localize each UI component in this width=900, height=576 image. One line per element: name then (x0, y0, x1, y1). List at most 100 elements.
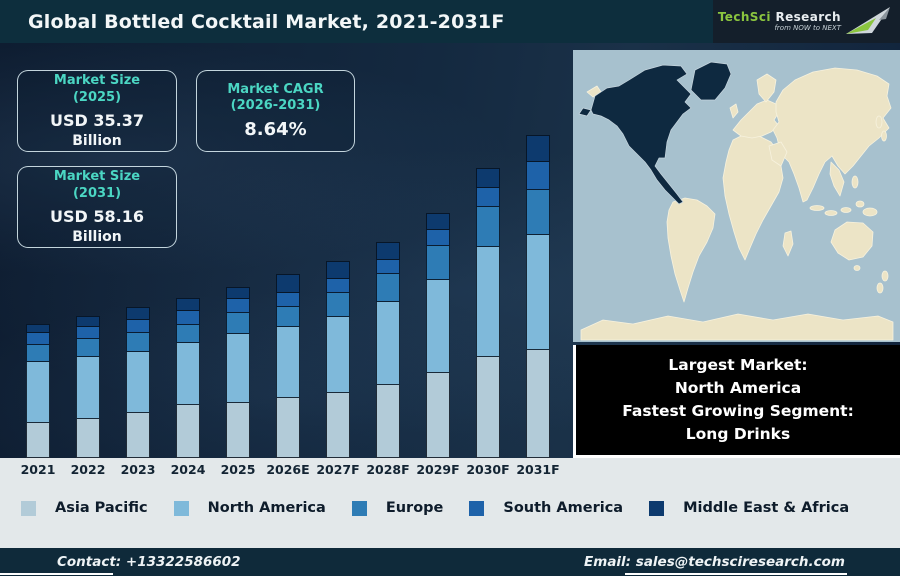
world-map (573, 50, 900, 342)
market-size-2025-unit: Billion (72, 132, 122, 149)
bar-segment-middle-east-africa (476, 168, 500, 188)
bar-segment-south-america (376, 260, 400, 274)
x-axis-label-2023: 2023 (120, 462, 156, 477)
legend-item-europe: Europe (351, 500, 443, 516)
bar-segment-europe (476, 207, 500, 247)
market-callout-box: Largest Market: North America Fastest Gr… (573, 345, 900, 458)
bar-segment-asia-pacific (476, 357, 500, 458)
bar-segment-north-america (126, 352, 150, 413)
bar-segment-europe (126, 333, 150, 352)
bar-segment-north-america (76, 357, 100, 419)
bar-segment-south-america (526, 162, 550, 190)
callout-fastest-segment-value: Long Drinks (685, 425, 791, 444)
chart-legend: Asia Pacific North America Europe South Ame… (21, 500, 849, 516)
bar-segment-middle-east-africa (176, 298, 200, 311)
bar-segment-south-america (476, 188, 500, 207)
footer-contact: Contact: +13322586602 (57, 554, 241, 570)
bar-segment-north-america (26, 362, 50, 423)
bar-segment-europe (326, 293, 350, 317)
footer-bar: Contact: +13322586602 Email: sales@techs… (0, 548, 900, 576)
bar-segment-asia-pacific (126, 413, 150, 458)
brand-name-primary: TechSci (717, 9, 771, 24)
bar-segment-south-america (176, 311, 200, 325)
bar-segment-asia-pacific (26, 423, 50, 458)
bar-segment-europe (76, 339, 100, 357)
x-axis-label-2021: 2021 (20, 462, 56, 477)
bar-2029f (426, 213, 450, 458)
header-bar: Global Bottled Cocktail Market, 2021-203… (0, 0, 900, 43)
legend-label-asia-pacific: Asia Pacific (55, 500, 148, 516)
bar-segment-north-america (176, 343, 200, 405)
legend-swatch-north-america (173, 500, 189, 516)
bar-2027f (326, 261, 350, 458)
x-axis-label-2028f: 2028F (366, 462, 410, 477)
bar-segment-south-america (26, 333, 50, 345)
x-axis-label-2022: 2022 (70, 462, 106, 477)
bar-segment-europe (376, 274, 400, 302)
bar-segment-north-america (476, 247, 500, 357)
bar-segment-north-america (526, 235, 550, 350)
bar-segment-asia-pacific (376, 385, 400, 458)
map-continents (580, 67, 894, 341)
bar-segment-asia-pacific (326, 393, 350, 458)
bar-segment-middle-east-africa (276, 274, 300, 293)
x-axis-label-2031f: 2031F (516, 462, 560, 477)
page-title: Global Bottled Cocktail Market, 2021-203… (28, 10, 505, 33)
footer-accent-line-right (625, 573, 847, 575)
bar-segment-europe (426, 246, 450, 280)
market-size-2031-label: Market Size (2031) (53, 169, 141, 201)
bar-segment-middle-east-africa (426, 213, 450, 230)
brand-logo-text: TechSci Research from NOW to NEXT (717, 9, 841, 33)
legend-label-south-america: South America (503, 500, 624, 516)
x-axis-label-2029f: 2029F (416, 462, 460, 477)
bar-segment-middle-east-africa (76, 316, 100, 327)
bar-segment-middle-east-africa (26, 324, 50, 333)
bar-segment-europe (526, 190, 550, 235)
legend-item-north-america: North America (173, 500, 326, 516)
bar-segment-asia-pacific (176, 405, 200, 458)
brand-tagline: from NOW to NEXT (774, 23, 841, 32)
x-axis-label-2026e: 2026E (266, 462, 310, 477)
bar-segment-south-america (226, 299, 250, 313)
bar-segment-asia-pacific (526, 350, 550, 458)
market-cagr-label: Market CAGR (2026-2031) (227, 81, 324, 113)
x-axis-label-2024: 2024 (170, 462, 206, 477)
bar-2022 (76, 316, 100, 458)
market-cagr-value: 8.64% (244, 119, 307, 141)
bar-2023 (126, 307, 150, 458)
legend-label-north-america: North America (207, 500, 326, 516)
bar-segment-asia-pacific (276, 398, 300, 458)
bar-segment-asia-pacific (426, 373, 450, 458)
x-axis-label-2030f: 2030F (466, 462, 510, 477)
stacked-bar-chart (0, 43, 573, 458)
bar-segment-north-america (376, 302, 400, 385)
map-north-america-highlight (578, 61, 732, 205)
market-size-2025-value: USD 35.37 (50, 110, 144, 130)
bar-segment-south-america (326, 279, 350, 293)
legend-label-middle-east-africa: Middle East & Africa (683, 500, 850, 516)
footer-email: Email: sales@techsciresearch.com (584, 554, 845, 570)
market-size-2031-box: Market Size (2031) USD 58.16 Billion (17, 166, 177, 248)
bar-segment-middle-east-africa (126, 307, 150, 320)
x-axis-label-2027f: 2027F (316, 462, 360, 477)
market-size-2031-unit: Billion (72, 228, 122, 245)
bar-segment-europe (226, 313, 250, 334)
callout-fastest-segment-label: Fastest Growing Segment: (622, 402, 854, 420)
legend-swatch-south-america (469, 500, 485, 516)
bar-segment-europe (276, 307, 300, 327)
bar-2026e (276, 274, 300, 458)
bar-segment-north-america (276, 327, 300, 398)
axis-and-legend-strip: 2021 2022 2023 2024 2025 2026E 2027F 2028F 2029F… (0, 458, 900, 548)
bar-segment-asia-pacific (226, 403, 250, 458)
bar-segment-middle-east-africa (326, 261, 350, 279)
bar-2031f (526, 135, 550, 458)
bar-2025 (226, 287, 250, 458)
bar-segment-south-america (76, 327, 100, 339)
legend-item-asia-pacific: Asia Pacific (21, 500, 148, 516)
x-axis-label-2025: 2025 (220, 462, 256, 477)
footer-accent-line-left (0, 573, 113, 575)
bar-segment-south-america (426, 230, 450, 246)
bar-segment-north-america (426, 280, 450, 373)
bar-2030f (476, 168, 500, 458)
